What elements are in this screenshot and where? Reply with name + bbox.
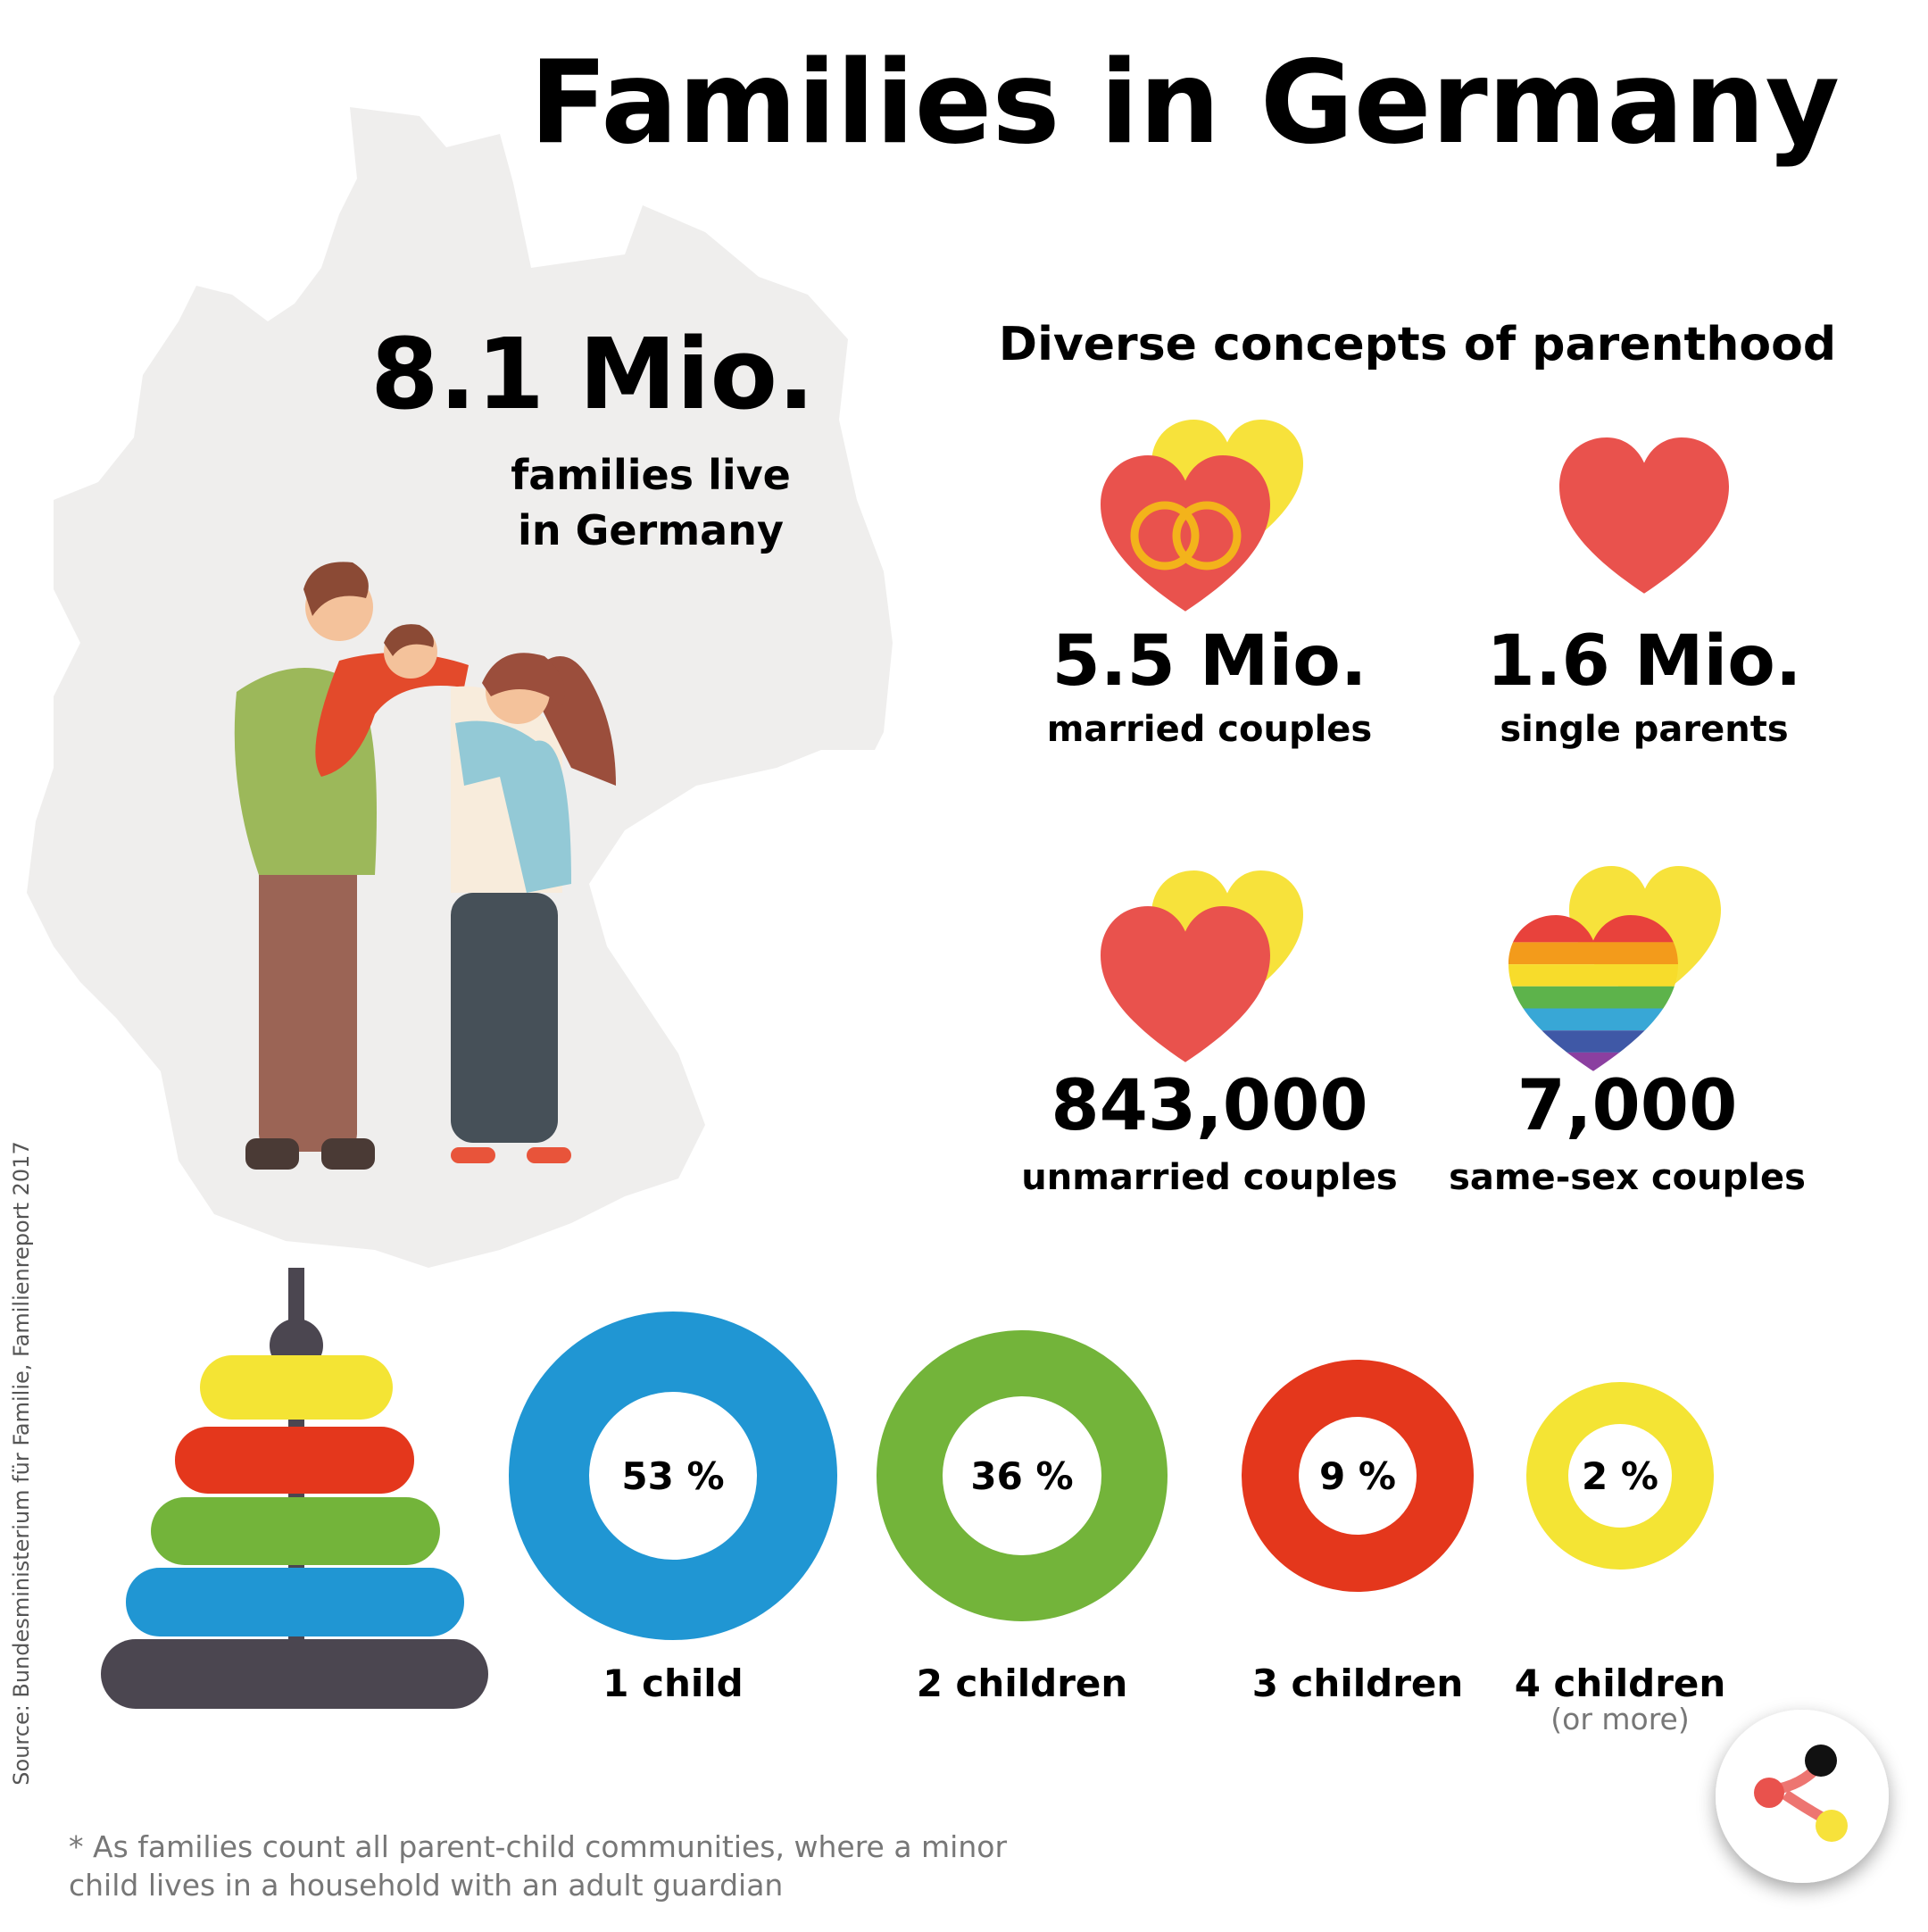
children-label: 2 children	[917, 1661, 1128, 1705]
headline-value: 8.1 Mio.	[370, 317, 815, 431]
source: Source: Bundesministerium für Familie, F…	[9, 1141, 34, 1785]
stat-value: 5.5 Mio.	[1052, 621, 1367, 702]
stat-value: 1.6 Mio.	[1487, 621, 1802, 702]
family-illustration	[234, 562, 616, 1170]
children-label: 3 children	[1252, 1661, 1464, 1705]
footnote: child lives in a household with an adult…	[69, 1868, 783, 1903]
percent: 53 %	[621, 1454, 724, 1498]
heart-single	[1559, 437, 1729, 594]
logo	[1716, 1710, 1889, 1883]
children-label: 1 child	[602, 1661, 744, 1705]
children-label: 4 children	[1515, 1661, 1726, 1705]
heart-married	[1101, 420, 1303, 612]
heart-same-sex	[1508, 866, 1721, 1071]
stat-value: 7,000	[1517, 1066, 1738, 1146]
footnote: * As families count all parent-child com…	[69, 1829, 1007, 1864]
headline-label: in Germany	[518, 506, 784, 554]
stat-label: single parents	[1500, 709, 1788, 750]
stat-label: unmarried couples	[1021, 1157, 1397, 1198]
section-title: Diverse concepts of parenthood	[999, 318, 1836, 371]
ring	[1526, 1382, 1714, 1570]
stat-label: married couples	[1047, 709, 1372, 750]
percent: 2 %	[1582, 1454, 1658, 1498]
stat-label: same-sex couples	[1449, 1157, 1806, 1198]
percent: 9 %	[1319, 1454, 1396, 1498]
heart-unmarried	[1101, 870, 1303, 1062]
ring	[509, 1312, 837, 1640]
title: Families in Germany	[529, 37, 1840, 170]
headline-label: families live	[511, 451, 791, 499]
ring	[877, 1330, 1168, 1621]
stat-value: 843,000	[1051, 1066, 1367, 1146]
ring-stack-toy	[101, 1268, 488, 1709]
percent: 36 %	[970, 1454, 1073, 1498]
children-note: (or more)	[1550, 1702, 1689, 1736]
ring	[1242, 1360, 1474, 1592]
